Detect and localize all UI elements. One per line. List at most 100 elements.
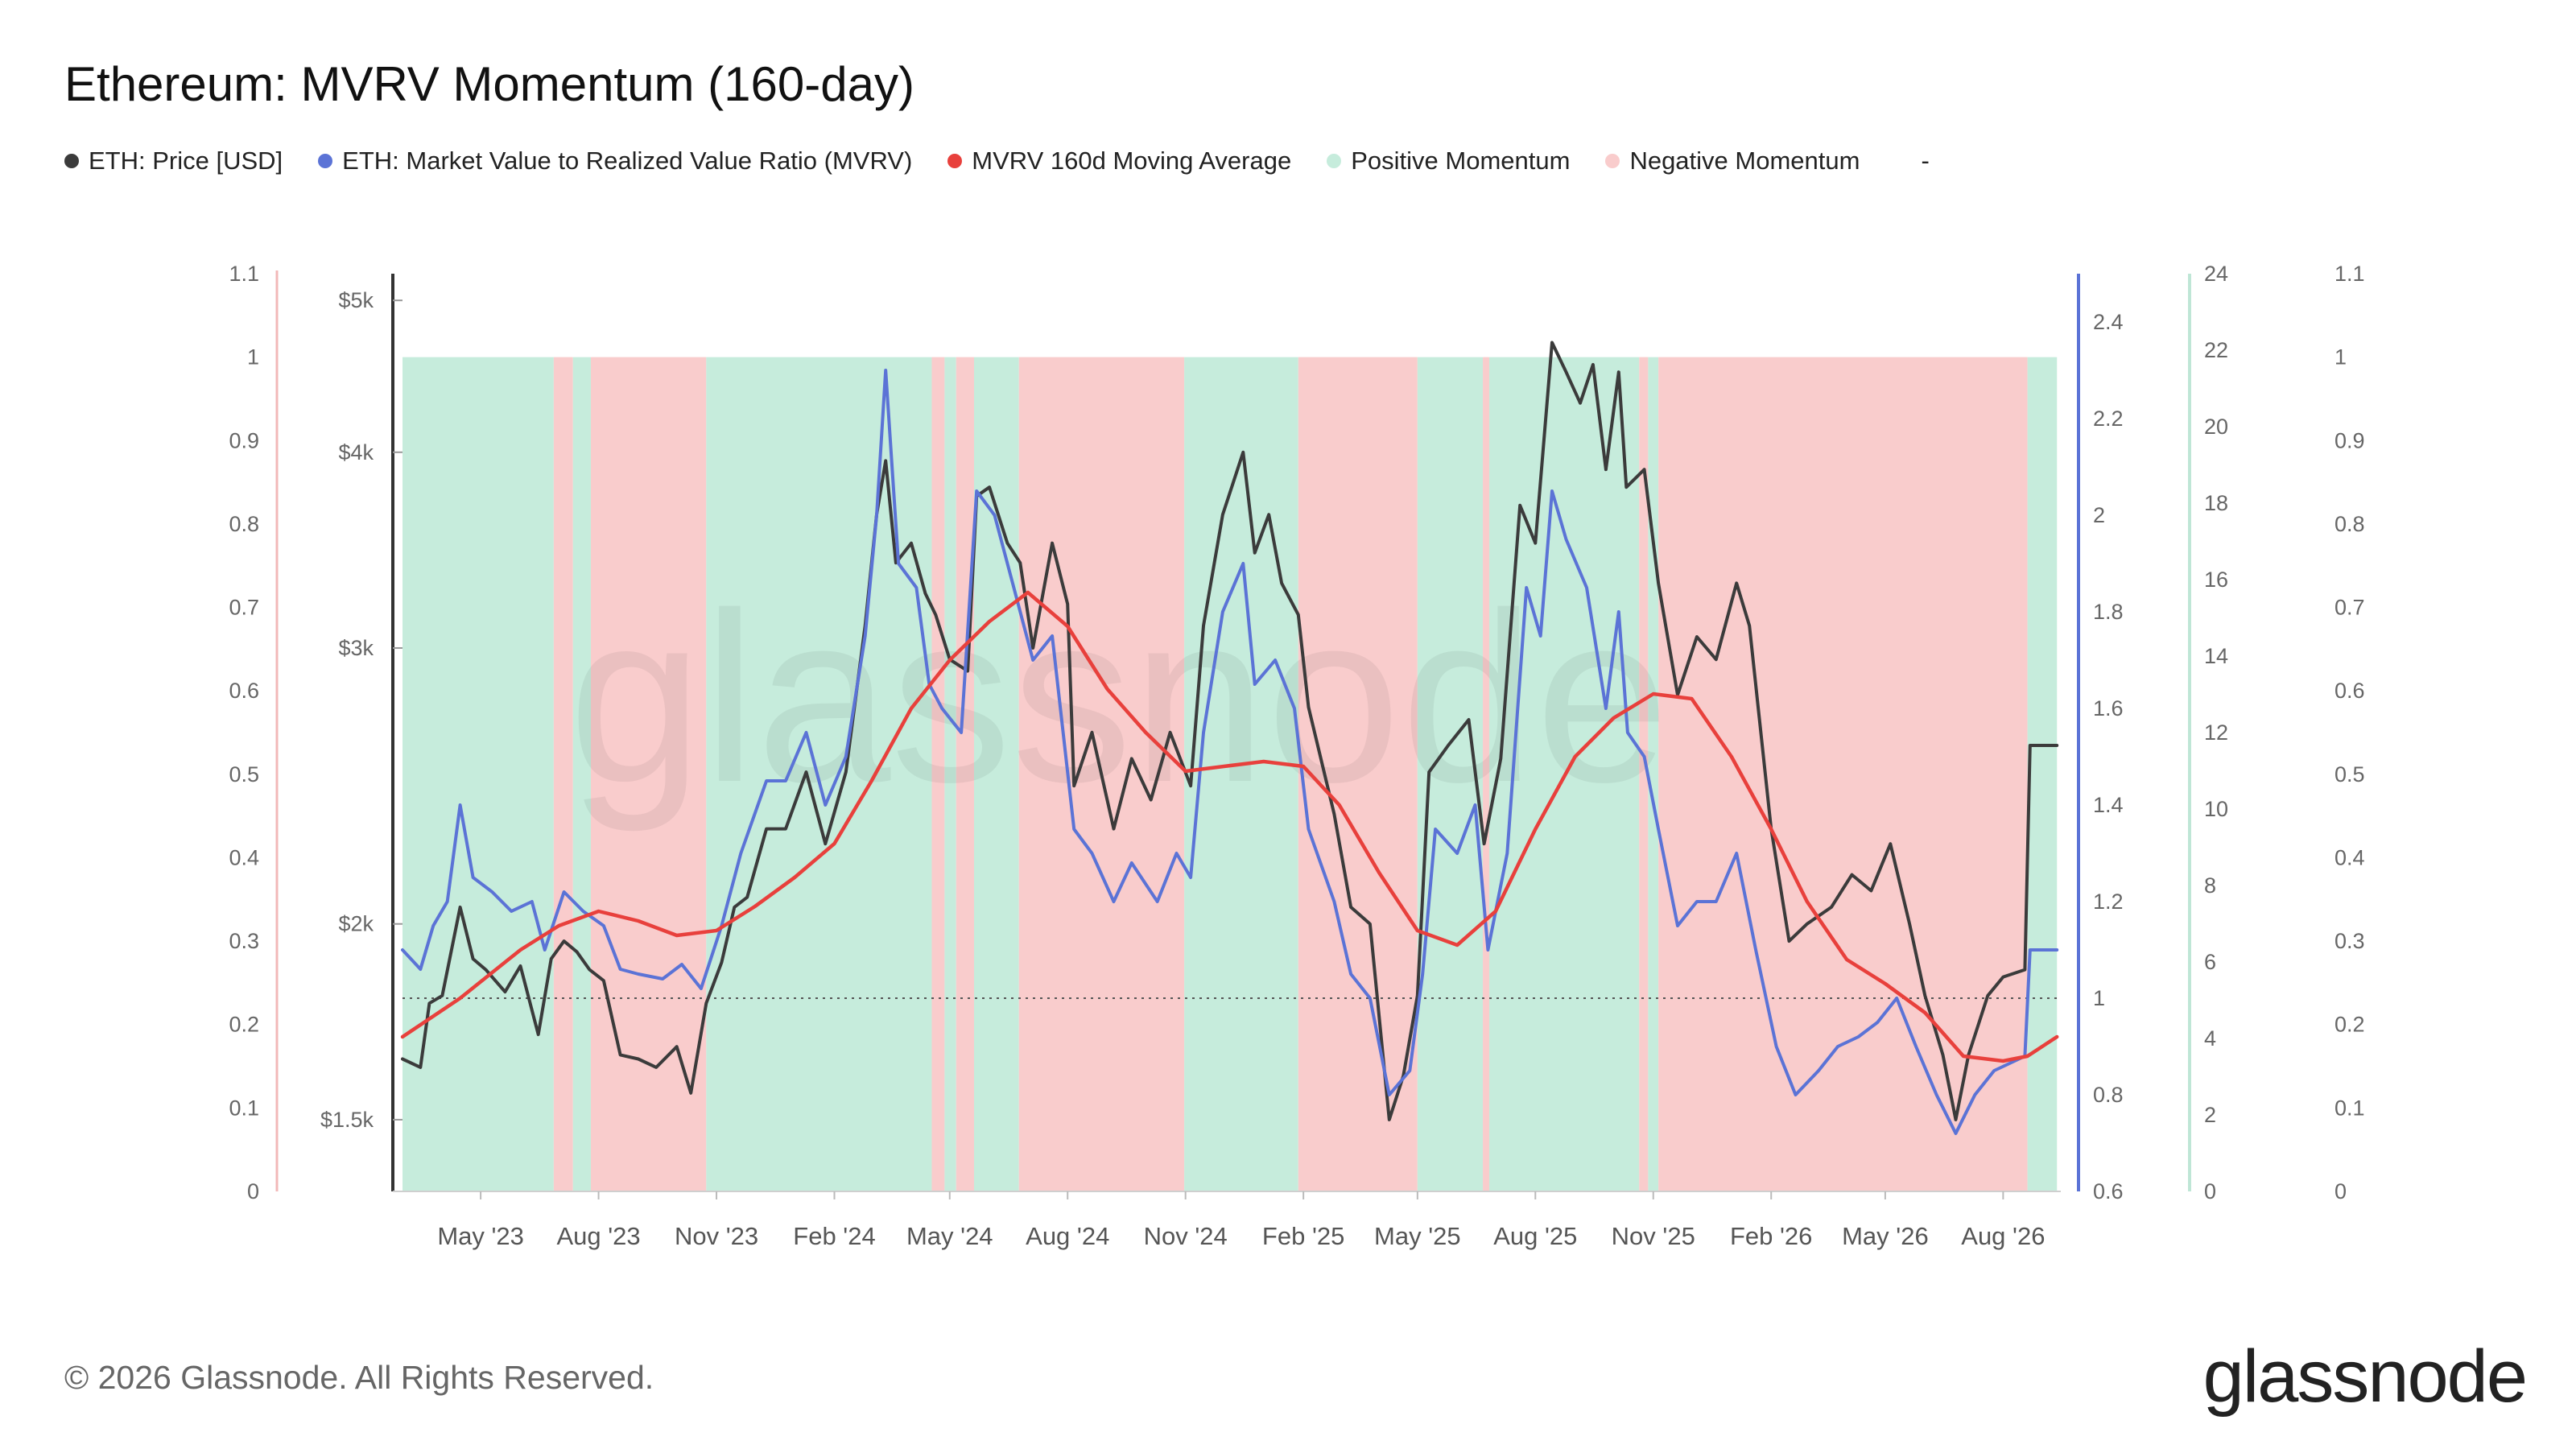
price-tick-label: $1.5k xyxy=(320,1108,374,1132)
legend-swatch-price xyxy=(64,154,79,168)
x-tick-label: Feb '25 xyxy=(1262,1222,1344,1250)
mvrv-tick-label: 1.6 xyxy=(2093,696,2124,720)
momentum-right-tick: 0 xyxy=(2334,1179,2347,1203)
x-tick-label: Aug '23 xyxy=(556,1222,640,1250)
mvrv-tick-label: 2.4 xyxy=(2093,310,2124,334)
mvrv-ma-line xyxy=(400,590,2059,1063)
momentum-right-tick: 1.1 xyxy=(2334,262,2365,286)
secondary-tick-label: 10 xyxy=(2204,797,2228,821)
secondary-tick-label: 4 xyxy=(2204,1026,2216,1051)
mvrv-tick-label: 1.4 xyxy=(2093,793,2124,817)
series-lines xyxy=(400,341,2059,1135)
momentum-left-tick: 0.1 xyxy=(229,1096,259,1120)
momentum-right-tick: 0.9 xyxy=(2334,428,2365,452)
secondary-tick-label: 0 xyxy=(2204,1179,2216,1203)
legend-swatch-negative xyxy=(1605,154,1620,168)
price-tick-label: $4k xyxy=(338,440,374,464)
price-tick-label: $3k xyxy=(338,636,374,660)
momentum-right-tick: 0.8 xyxy=(2334,512,2365,536)
secondary-tick-label: 6 xyxy=(2204,950,2216,974)
mvrv-tick-label: 2.2 xyxy=(2093,407,2124,431)
momentum-band-negative-7 xyxy=(956,357,975,1191)
momentum-band-negative-17 xyxy=(1658,357,2028,1191)
momentum-left-tick: 1.1 xyxy=(229,262,259,286)
x-tick-label: May '25 xyxy=(1374,1222,1461,1250)
momentum-left-tick: 0.2 xyxy=(229,1013,259,1037)
momentum-left-tick: 0.6 xyxy=(229,679,259,703)
legend-label-dash: - xyxy=(1921,147,1930,175)
legend-item-dash[interactable]: - xyxy=(1921,147,1929,175)
momentum-band-negative-1 xyxy=(553,357,573,1191)
momentum-band-negative-3 xyxy=(591,357,707,1191)
secondary-tick-label: 24 xyxy=(2204,262,2228,286)
legend-swatch-ma xyxy=(947,154,963,168)
mvrv-tick-label: 1.2 xyxy=(2093,890,2124,914)
momentum-band-positive-10 xyxy=(1184,357,1298,1191)
momentum-left-tick: 0.4 xyxy=(229,845,259,869)
momentum-band-positive-6 xyxy=(944,357,956,1191)
legend-item-positive[interactable]: Positive Momentum xyxy=(1327,147,1570,175)
momentum-right-tick: 0.3 xyxy=(2334,929,2365,953)
secondary-tick-label: 18 xyxy=(2204,491,2228,515)
x-tick-label: Aug '25 xyxy=(1493,1222,1577,1250)
momentum-left-tick: 0.8 xyxy=(229,512,259,536)
secondary-tick-label: 2 xyxy=(2204,1103,2216,1127)
momentum-band-positive-2 xyxy=(572,357,592,1191)
mvrv-tick-label: 0.6 xyxy=(2093,1179,2124,1203)
momentum-left-tick: 0.5 xyxy=(229,762,259,786)
momentum-left-tick: 0.7 xyxy=(229,596,259,620)
legend-item-negative[interactable]: Negative Momentum xyxy=(1605,147,1860,175)
momentum-band-negative-11 xyxy=(1298,357,1418,1191)
secondary-tick-label: 20 xyxy=(2204,415,2228,439)
secondary-tick-label: 22 xyxy=(2204,338,2228,362)
x-tick-label: May '26 xyxy=(1842,1222,1929,1250)
momentum-right-tick: 0.1 xyxy=(2334,1096,2365,1120)
legend: ETH: Price [USD] ETH: Market Value to Re… xyxy=(64,147,1965,175)
secondary-tick-label: 14 xyxy=(2204,644,2228,668)
price-tick-label: $5k xyxy=(338,288,374,312)
x-tick-label: Nov '23 xyxy=(675,1222,758,1250)
legend-label-ma: MVRV 160d Moving Average xyxy=(972,147,1292,175)
chart-title: Ethereum: MVRV Momentum (160-day) xyxy=(64,57,914,111)
x-tick-label: Nov '25 xyxy=(1612,1222,1695,1250)
price-line xyxy=(401,341,2059,1121)
momentum-left-tick: 0.9 xyxy=(229,428,259,452)
x-tick-label: May '23 xyxy=(437,1222,524,1250)
x-tick-label: Aug '24 xyxy=(1026,1222,1109,1250)
momentum-band-negative-15 xyxy=(1639,357,1649,1191)
x-tick-label: Nov '24 xyxy=(1144,1222,1228,1250)
watermark: glassnode xyxy=(568,562,1670,834)
mvrv-tick-label: 2 xyxy=(2093,503,2105,527)
momentum-right-tick: 1 xyxy=(2334,345,2347,369)
x-tick-label: Feb '24 xyxy=(793,1222,875,1250)
secondary-tick-label: 12 xyxy=(2204,720,2228,745)
mvrv-tick-label: 0.8 xyxy=(2093,1083,2124,1107)
momentum-right-tick: 0.5 xyxy=(2334,762,2365,786)
legend-label-positive: Positive Momentum xyxy=(1351,147,1571,175)
momentum-band-negative-5 xyxy=(931,357,945,1191)
legend-item-price[interactable]: ETH: Price [USD] xyxy=(64,147,283,175)
mvrv-tick-label: 1.8 xyxy=(2093,600,2124,624)
legend-label-price: ETH: Price [USD] xyxy=(89,147,283,175)
legend-label-negative: Negative Momentum xyxy=(1629,147,1860,175)
momentum-band-positive-18 xyxy=(2027,357,2058,1191)
legend-label-mvrv: ETH: Market Value to Realized Value Rati… xyxy=(342,147,913,175)
momentum-right-tick: 0.4 xyxy=(2334,845,2365,869)
legend-swatch-positive xyxy=(1327,154,1342,168)
legend-item-mvrv[interactable]: ETH: Market Value to Realized Value Rati… xyxy=(318,147,912,175)
copyright-text: © 2026 Glassnode. All Rights Reserved. xyxy=(64,1359,654,1396)
secondary-tick-label: 16 xyxy=(2204,568,2228,592)
momentum-left-tick: 0 xyxy=(247,1179,259,1203)
legend-swatch-mvrv xyxy=(318,154,333,168)
mvrv-tick-label: 1 xyxy=(2093,986,2105,1010)
x-tick-label: May '24 xyxy=(906,1222,993,1250)
price-tick-label: $2k xyxy=(338,912,374,936)
momentum-right-tick: 0.6 xyxy=(2334,679,2365,703)
mvrv-line xyxy=(401,369,2059,1135)
momentum-right-tick: 0.2 xyxy=(2334,1013,2365,1037)
brand-logo: glassnode xyxy=(2202,1335,2528,1418)
momentum-band-negative-13 xyxy=(1483,357,1489,1191)
legend-item-ma[interactable]: MVRV 160d Moving Average xyxy=(947,147,1291,175)
axes: 0 0.1 0.2 0.3 0.4 0.5 0.6 0.7 0.8 0.9 1 1.1 $1.5k $2k… xyxy=(229,262,2364,1250)
